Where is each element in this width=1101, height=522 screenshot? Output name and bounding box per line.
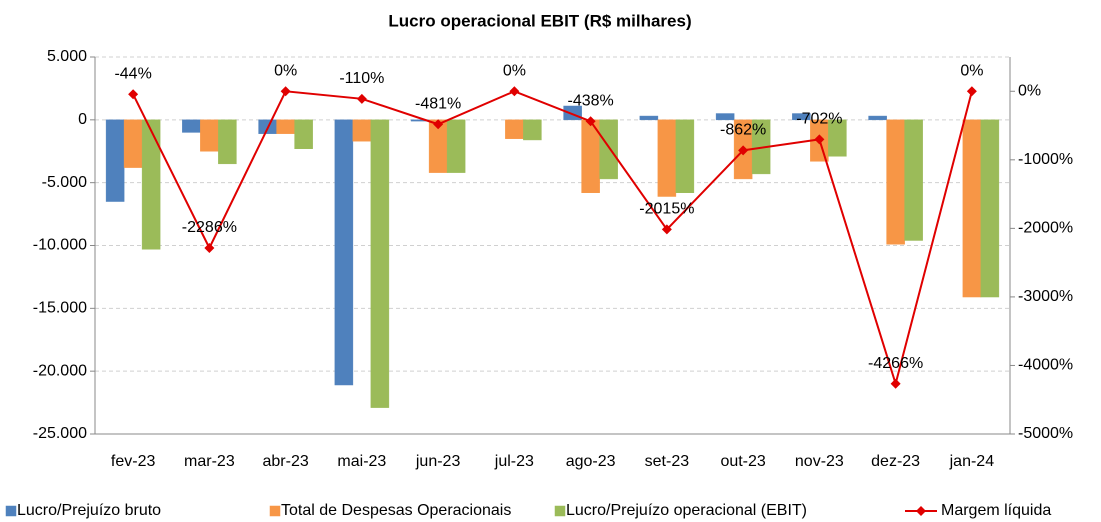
y2-tick-label: -5000% [1018, 425, 1073, 442]
bar [276, 119, 295, 134]
data-label: -2286% [182, 219, 237, 236]
y-tick-label: -10.000 [33, 237, 87, 254]
bar [792, 113, 811, 121]
bar [904, 119, 923, 241]
legend-label: Lucro/Prejuízo operacional (EBIT) [566, 502, 807, 519]
bar [105, 119, 125, 202]
bar [868, 115, 887, 121]
y2-tick-label: -2000% [1018, 220, 1073, 237]
marker [128, 89, 139, 100]
y-tick-label: -15.000 [33, 300, 87, 317]
bar [370, 119, 390, 408]
marker [661, 224, 672, 235]
x-tick-label: mai-23 [337, 453, 386, 470]
bar [123, 119, 143, 168]
data-label: -44% [114, 66, 151, 83]
legend-swatch [554, 505, 566, 517]
bar [639, 115, 659, 121]
marker [585, 116, 596, 127]
y-tick-label: 5.000 [47, 48, 87, 65]
bar [962, 119, 982, 298]
bar [980, 119, 1000, 298]
marker [890, 378, 901, 389]
x-tick-label: abr-23 [263, 453, 309, 470]
bar [352, 119, 372, 142]
legend-swatch [5, 505, 17, 517]
x-tick-label: out-23 [720, 453, 765, 470]
legend-swatch [269, 505, 281, 517]
chart-title: Lucro operacional EBIT (R$ milhares) [388, 11, 691, 30]
y2-tick-label: -4000% [1018, 357, 1073, 374]
bar [294, 119, 313, 149]
data-label: 0% [274, 62, 297, 79]
marker [433, 119, 444, 130]
data-label: -438% [568, 93, 614, 110]
bar [715, 113, 735, 121]
bar [523, 119, 542, 141]
x-tick-label: nov-23 [795, 453, 844, 470]
y2-tick-label: 0% [1018, 82, 1041, 99]
y-tick-label: -20.000 [33, 362, 87, 379]
bar [675, 119, 695, 193]
marker [814, 134, 825, 145]
data-label: -702% [796, 111, 842, 128]
x-tick-label: jul-23 [494, 453, 534, 470]
legend-marker [916, 506, 926, 516]
bar [828, 119, 847, 157]
legend-label: Lucro/Prejuízo bruto [17, 502, 161, 519]
marker [738, 145, 749, 156]
bar [218, 119, 237, 165]
legend-label: Total de Despesas Operacionais [281, 502, 511, 519]
data-label: 0% [960, 62, 983, 79]
data-label: -4266% [868, 355, 923, 372]
bar [599, 119, 618, 180]
x-tick-label: dez-23 [871, 453, 920, 470]
legend-label: Margem líquida [941, 502, 1051, 519]
y-tick-label: -5.000 [42, 174, 87, 191]
y-tick-label: 0 [78, 111, 87, 128]
marker [509, 86, 520, 97]
marker [204, 242, 215, 253]
bar [886, 119, 905, 245]
bar [141, 119, 161, 250]
y2-tick-label: -3000% [1018, 288, 1073, 305]
data-label: -862% [720, 122, 766, 139]
x-tick-label: ago-23 [566, 453, 616, 470]
x-tick-label: mar-23 [184, 453, 235, 470]
marker [356, 93, 367, 104]
bar [200, 119, 219, 152]
bar [657, 119, 677, 197]
marker [280, 86, 291, 97]
data-label: -481% [415, 95, 461, 112]
y-tick-label: -25.000 [33, 425, 87, 442]
x-tick-label: jan-24 [949, 453, 995, 470]
bar [446, 119, 466, 173]
x-tick-label: fev-23 [111, 453, 156, 470]
line [132, 90, 973, 388]
x-tick-label: set-23 [645, 453, 690, 470]
data-label: 0% [503, 62, 526, 79]
data-label: -110% [339, 70, 384, 87]
bar [182, 119, 201, 133]
bar [334, 119, 354, 386]
marker [966, 86, 977, 97]
y2-tick-label: -1000% [1018, 151, 1073, 168]
data-label: -2015% [639, 201, 694, 218]
bar [505, 119, 524, 139]
x-tick-label: jun-23 [415, 453, 461, 470]
